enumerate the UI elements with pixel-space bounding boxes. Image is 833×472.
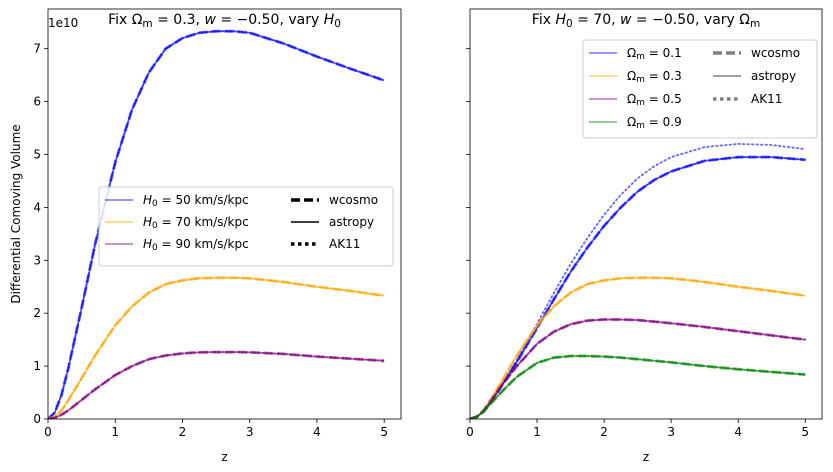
series-line-astropy xyxy=(470,355,806,419)
legend-label: H0 = 50 km/s/kpc xyxy=(143,193,249,209)
legend-entry: wcosmo xyxy=(713,46,800,60)
legend: Ωm = 0.1 Ωm = 0.3 Ωm = 0.5 Ωm = 0.9 wcosmo as… xyxy=(582,39,818,139)
plot-area xyxy=(470,142,807,419)
series-line-ak11 xyxy=(48,276,386,419)
series--m-0.3 xyxy=(470,276,807,419)
legend-entry: Ωm = 0.3 xyxy=(589,69,682,85)
series-line-wcosmo xyxy=(48,276,385,419)
series-h0-90-km-s-kpc xyxy=(48,350,386,419)
y-tick-label: 6 xyxy=(33,95,41,109)
y-tick-label: 2 xyxy=(33,306,41,320)
legend-entry: Ωm = 0.1 xyxy=(589,46,682,62)
x-axis-label: z xyxy=(643,450,649,464)
legend-label: wcosmo xyxy=(329,193,378,207)
series-line-ak11 xyxy=(470,276,807,419)
legend-label: astropy xyxy=(329,215,374,229)
legend-entry: H0 = 90 km/s/kpc xyxy=(105,237,249,253)
y-tick-label: 1 xyxy=(33,359,41,373)
series-line-wcosmo xyxy=(470,276,806,419)
y-tick-label: 3 xyxy=(33,253,41,267)
x-axis-label: z xyxy=(221,450,227,464)
legend-label: Ωm = 0.3 xyxy=(627,69,682,85)
x-tick-label: 1 xyxy=(111,425,119,439)
legend-entry: astropy xyxy=(713,69,796,83)
legend-entry: Ωm = 0.9 xyxy=(589,115,682,131)
chart-title: Fix H0 = 70, w = −0.50, vary Ωm xyxy=(532,12,760,30)
series-line-ak11 xyxy=(470,142,807,419)
y-tick-label: 4 xyxy=(33,200,41,214)
series-line-ak11 xyxy=(48,30,386,419)
legend-entry: Ωm = 0.5 xyxy=(589,92,682,108)
plot-area xyxy=(48,29,386,419)
legend-entry: wcosmo xyxy=(291,193,378,207)
legend-label: AK11 xyxy=(329,237,360,251)
y-tick-label: 7 xyxy=(33,42,41,56)
series-line-astropy xyxy=(48,276,385,419)
y-offset-text: 1e10 xyxy=(48,16,78,30)
series-h0-70-km-s-kpc xyxy=(48,276,386,419)
legend-entry: H0 = 70 km/s/kpc xyxy=(105,215,249,231)
panel-2: Fix H0 = 70, w = −0.50, vary Ωm 0 1 2 3 4 5 z Ωm… xyxy=(466,8,823,464)
legend-entry: H0 = 50 km/s/kpc xyxy=(105,193,249,209)
series--m-0.1-ak11- xyxy=(470,142,807,419)
x-tick-label: 3 xyxy=(667,425,675,439)
legend-entry: astropy xyxy=(291,215,374,229)
x-tick-label: 1 xyxy=(533,425,541,439)
series-line-wcosmo xyxy=(470,354,806,419)
x-tick-label: 2 xyxy=(179,425,187,439)
x-tick-label: 0 xyxy=(44,425,52,439)
x-tick-label: 5 xyxy=(801,425,809,439)
series--m-0.9 xyxy=(470,354,807,419)
legend-label: Ωm = 0.9 xyxy=(627,115,682,131)
legend-entry: AK11 xyxy=(291,237,360,251)
series-line-wcosmo xyxy=(48,350,385,419)
legend-label: Ωm = 0.1 xyxy=(627,46,682,62)
series-line-ak11 xyxy=(470,355,807,419)
legend: H0 = 50 km/s/kpc H0 = 70 km/s/kpc H0 = 90 … xyxy=(98,186,394,267)
panel-1: Fix Ωm = 0.3, w = −0.50, vary H0 0 1 2 3 4 5 z 0… xyxy=(9,8,402,464)
chart-title: Fix Ωm = 0.3, w = −0.50, vary H0 xyxy=(108,12,341,30)
x-tick-label: 4 xyxy=(313,425,321,439)
legend-label: H0 = 90 km/s/kpc xyxy=(143,237,249,253)
legend-label: Ωm = 0.5 xyxy=(627,92,682,108)
y-axis-label: Differential Comoving Volume xyxy=(9,124,23,303)
series-line-astropy xyxy=(470,276,806,419)
legend-label: H0 = 70 km/s/kpc xyxy=(143,215,249,231)
legend-label: astropy xyxy=(751,69,796,83)
x-tick-label: 4 xyxy=(734,425,742,439)
x-tick-label: 2 xyxy=(600,425,608,439)
y-tick-label: 5 xyxy=(33,147,41,161)
y-tick-label: 0 xyxy=(33,412,41,426)
plot-frame xyxy=(47,8,402,420)
series-line-astropy xyxy=(48,351,385,419)
x-tick-label: 3 xyxy=(246,425,254,439)
series-line-ak11 xyxy=(48,351,386,419)
plot-frame xyxy=(469,8,823,420)
x-tick-label: 5 xyxy=(380,425,388,439)
legend-entry: AK11 xyxy=(713,92,782,106)
legend-label: AK11 xyxy=(751,92,782,106)
x-tick-label: 0 xyxy=(466,425,474,439)
legend-frame xyxy=(98,186,394,267)
series-h0-50-km-s-kpc xyxy=(48,29,386,419)
legend-label: wcosmo xyxy=(751,46,800,60)
legend-frame xyxy=(582,39,818,139)
